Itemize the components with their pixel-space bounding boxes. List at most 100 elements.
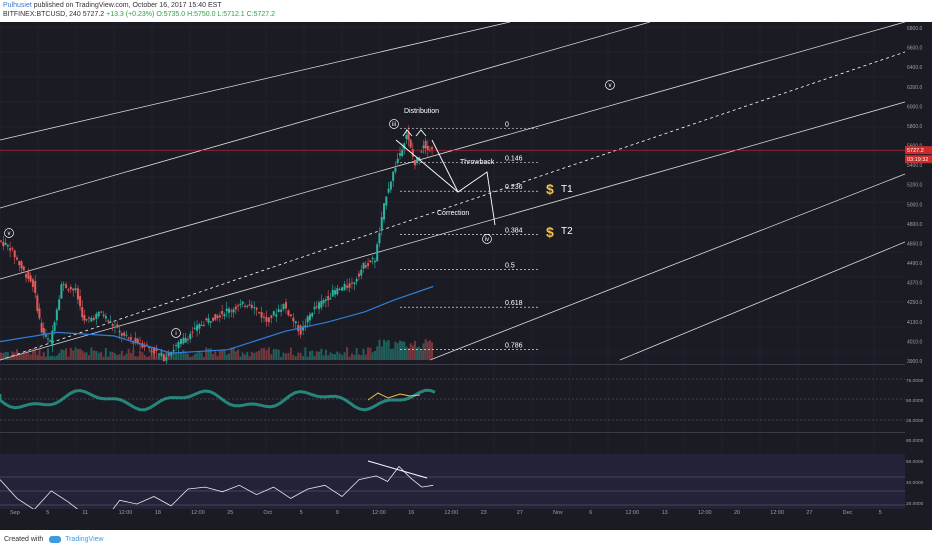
volume-bar [97, 352, 100, 360]
volume-bar [367, 347, 370, 360]
chart-plot-area[interactable]: 0 0.146 0.236 0.384 0.5 0.618 0.786 Distributi… [0, 21, 906, 524]
volume-bar [13, 352, 16, 360]
channel-line [0, 21, 511, 141]
candle-body [407, 131, 410, 140]
candle-body [6, 244, 9, 247]
candle-body [81, 307, 84, 318]
volume-bar [177, 352, 180, 360]
volume-bar [139, 350, 142, 360]
stochastic-k-line [367, 392, 421, 401]
volume-bar [260, 348, 263, 360]
candle-body [267, 317, 270, 323]
volume-bar [107, 356, 110, 360]
volume-bar [232, 347, 235, 360]
candle-body [209, 321, 212, 323]
time-axis-label: Nov [553, 510, 563, 515]
candle-body [74, 288, 77, 290]
candle-body [270, 315, 273, 318]
wave-i-label: i [175, 331, 176, 337]
candle-body [31, 279, 34, 287]
candle-body [411, 149, 414, 157]
candle-body [285, 302, 287, 309]
wave-iii-label: iii [392, 122, 396, 128]
fib-level-label: 0 [505, 122, 509, 129]
candle-body [207, 318, 210, 323]
candle-body [47, 338, 50, 340]
ohlc-values: O:5735.0 H:5750.0 L:5712.1 C:5727.2 [156, 11, 276, 18]
candle-body [202, 324, 205, 326]
price-axis-label: 6600.0 [907, 46, 923, 52]
volume-bar [155, 356, 158, 360]
tradingview-logo-icon [49, 535, 62, 543]
candle-body [385, 196, 388, 206]
volume-bar [280, 356, 283, 360]
price-axis-label: 5400.0 [907, 163, 923, 169]
volume-bar [72, 350, 75, 360]
candle-body [29, 275, 32, 282]
candle-body [287, 310, 290, 316]
volume-bar [153, 347, 156, 360]
volume-bar [123, 355, 126, 360]
candle-body [51, 330, 54, 347]
volume-bar [62, 349, 65, 360]
candle-body [396, 158, 399, 164]
stochastic-band [0, 388, 436, 412]
candle-body [369, 260, 372, 263]
rsi-divergence-line [367, 460, 428, 479]
volume-bar [302, 356, 305, 360]
volume-bar [134, 356, 137, 360]
dollar-icon: $ [546, 181, 554, 197]
candle-body [72, 288, 75, 291]
candle-body [380, 217, 383, 231]
volume-bar [315, 351, 318, 360]
publish-info: published on TradingView.com, October 16… [33, 2, 222, 9]
candle-body [277, 309, 280, 312]
volume-bar [212, 354, 215, 360]
volume-bar [79, 348, 82, 360]
price-axis-label: 6000.0 [907, 104, 923, 110]
volume-bar [209, 348, 212, 360]
volume-bar [318, 351, 321, 360]
time-axis-label: 5 [879, 510, 882, 515]
volume-bar [150, 347, 153, 360]
volume-bar [167, 355, 170, 360]
time-axis-label: 12:00 [191, 510, 205, 515]
candle-body [405, 134, 408, 139]
volume-bar [299, 352, 302, 360]
candle-body [27, 271, 30, 279]
volume-bar [191, 356, 194, 360]
candle-body [426, 145, 429, 151]
time-axis-label: 12:00 [698, 510, 712, 515]
volume-bar [85, 352, 88, 360]
tradingview-brand[interactable]: TradingView [65, 536, 104, 543]
candle-body [353, 282, 356, 285]
candle-body [189, 333, 192, 340]
candle-body [329, 298, 332, 300]
volume-bar [148, 356, 151, 360]
volume-bar [285, 353, 287, 360]
volume-bar [145, 356, 148, 360]
channel-line [429, 173, 906, 361]
price-axis-svg[interactable]: 6800.06600.06400.06200.06000.05800.05600… [905, 22, 932, 515]
stoch-axis-label: 75.0000 [906, 378, 924, 384]
chart-svg[interactable]: 0 0.146 0.236 0.384 0.5 0.618 0.786 Distributi… [0, 21, 906, 524]
volume-bar [214, 351, 217, 360]
price-axis-label: 5800.0 [907, 124, 923, 130]
volume-bar [207, 348, 210, 360]
candle-body [18, 260, 21, 266]
time-axis-label: 12:00 [444, 510, 458, 515]
candle-body [239, 304, 242, 306]
volume-bar [11, 351, 14, 360]
volume-bar [225, 354, 228, 360]
author-link[interactable]: Pulhusiet [3, 2, 32, 9]
volume-bar [327, 355, 330, 360]
candle-body [150, 350, 153, 352]
volume-bar [120, 350, 123, 360]
distribution-top-left [402, 129, 413, 137]
volume-bar [27, 352, 30, 360]
candle-body [44, 335, 47, 337]
volume-bar [230, 347, 233, 360]
price-axis[interactable]: 6800.06600.06400.06200.06000.05800.05600… [905, 22, 932, 515]
volume-bar [234, 351, 237, 360]
candle-body [162, 354, 165, 362]
